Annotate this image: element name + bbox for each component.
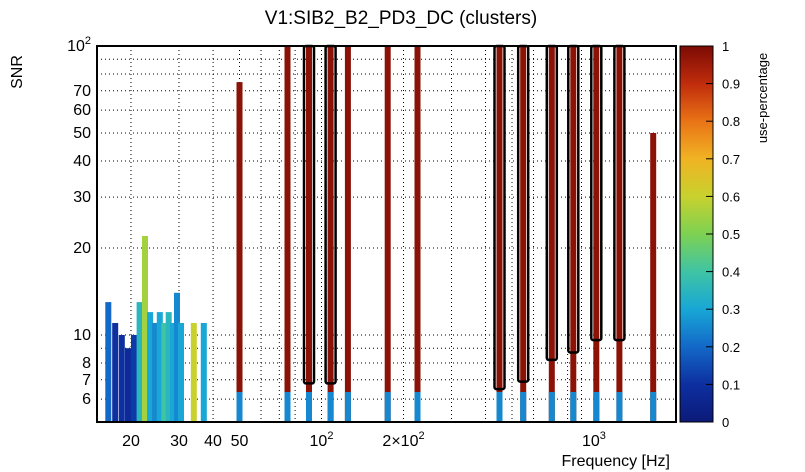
y-tick-label: 30 <box>73 189 91 206</box>
line-body <box>414 46 421 422</box>
colorbar-tick-label: 0.1 <box>722 377 740 392</box>
low-frequency-bin <box>112 323 119 422</box>
x-tick-label: 50 <box>231 433 249 450</box>
boxed-spectral-line <box>496 46 503 422</box>
y-tick-label: 8 <box>82 355 91 372</box>
line-base <box>616 392 623 422</box>
plot-frame <box>96 45 677 423</box>
line-base <box>496 392 503 422</box>
line-body <box>284 46 291 422</box>
low-frequency-bin <box>147 312 154 422</box>
low-frequency-bin <box>200 323 207 422</box>
low-frequency-bin <box>178 323 184 422</box>
low-frequency-bin <box>105 302 112 422</box>
colorbar-tick-label: 0.4 <box>722 265 740 280</box>
line-body <box>520 46 527 422</box>
line-base <box>236 392 243 422</box>
line-base <box>306 392 312 422</box>
line-body <box>593 46 600 422</box>
line-base <box>520 392 527 422</box>
colorbar-tick-label: 0.3 <box>722 302 740 317</box>
x-tick-label: 102 <box>310 430 334 450</box>
colorbar-tick-label: 0.2 <box>722 340 740 355</box>
line-base <box>344 392 351 422</box>
boxed-spectral-line <box>593 46 600 422</box>
boxed-spectral-line <box>306 46 312 422</box>
line-body <box>306 46 312 422</box>
line-body <box>327 46 334 422</box>
colorbar-tick-label: 0.6 <box>722 189 740 204</box>
y-tick-label: 102 <box>67 35 91 55</box>
low-frequency-bin <box>142 236 148 422</box>
low-frequency-bin <box>125 348 131 422</box>
y-tick-label: 10 <box>73 327 91 344</box>
spectral-line <box>414 46 421 422</box>
line-base <box>593 392 600 422</box>
x-tick-label: 30 <box>170 433 188 450</box>
y-tick-label: 60 <box>73 102 91 119</box>
line-base <box>570 392 577 422</box>
low-frequency-bin <box>170 323 176 422</box>
low-frequency-bin <box>156 312 163 422</box>
low-frequency-bin <box>174 292 180 422</box>
y-tick-label: 7 <box>82 372 91 389</box>
line-body <box>548 46 555 422</box>
low-frequency-bin <box>152 323 159 422</box>
x-tick-label: 20 <box>122 433 140 450</box>
line-body <box>236 82 243 422</box>
y-tick-label: 50 <box>73 125 91 142</box>
line-base <box>284 392 291 422</box>
line-body <box>496 46 503 422</box>
colorbar-tick-label: 0.8 <box>722 114 740 129</box>
y-axis-ticks: 6 78 10 20 30 40 50 60 70 102 <box>67 35 91 408</box>
chart-title: V1:SIB2_B2_PD3_DC (clusters) <box>265 8 537 29</box>
line-body <box>616 46 623 422</box>
x-tick-label: 40 <box>204 433 222 450</box>
colorbar-ticks: 0 0.1 0.2 0.3 0.4 0.5 0.6 0.7 0.8 0.9 1 <box>706 39 740 430</box>
y-tick-label: 20 <box>73 240 91 257</box>
line-base <box>384 392 391 422</box>
low-frequency-bin <box>136 302 143 422</box>
low-frequency-bin <box>161 323 168 422</box>
line-base <box>548 392 555 422</box>
x-axis-ticks: 20 30 40 50 102 2×102 103 <box>122 430 606 450</box>
low-frequency-bin <box>165 312 172 422</box>
colorbar-label: use-percentage <box>755 53 770 143</box>
spectral-line <box>384 46 391 422</box>
x-axis-label: Frequency [Hz] <box>562 453 670 470</box>
boxed-spectral-line <box>520 46 527 422</box>
x-tick-label: 2×102 <box>382 430 424 450</box>
line-base <box>327 392 334 422</box>
line-base <box>650 392 657 422</box>
spectral-line <box>284 46 291 422</box>
cluster-outlines <box>302 44 626 391</box>
colorbar-tick-label: 1 <box>722 39 729 54</box>
colorbar-tick-label: 0 <box>722 415 729 430</box>
line-body <box>570 46 577 422</box>
low-frequency-bin <box>131 335 137 422</box>
boxed-spectral-line <box>570 46 577 422</box>
colorbar-tick-label: 0.5 <box>722 227 740 242</box>
y-axis-label: SNR <box>9 55 26 89</box>
line-body <box>650 133 657 422</box>
y-tick-label: 40 <box>73 153 91 170</box>
colorbar-tick-label: 0.7 <box>722 152 740 167</box>
line-body <box>344 46 351 422</box>
low-frequency-bin <box>118 335 125 422</box>
boxed-spectral-line <box>327 46 334 422</box>
line-base <box>414 392 421 422</box>
line-body <box>384 46 391 422</box>
colorbar-tick-label: 0.9 <box>722 77 740 92</box>
spectral-line <box>650 133 657 422</box>
y-tick-label: 70 <box>73 83 91 100</box>
spectral-line <box>344 46 351 422</box>
boxed-spectral-line <box>548 46 555 422</box>
x-tick-label: 103 <box>582 430 606 450</box>
spectral-line <box>236 82 243 422</box>
data-bins <box>105 46 657 422</box>
boxed-spectral-line <box>616 46 623 422</box>
y-tick-label: 6 <box>82 391 91 408</box>
low-frequency-bin <box>190 323 197 422</box>
